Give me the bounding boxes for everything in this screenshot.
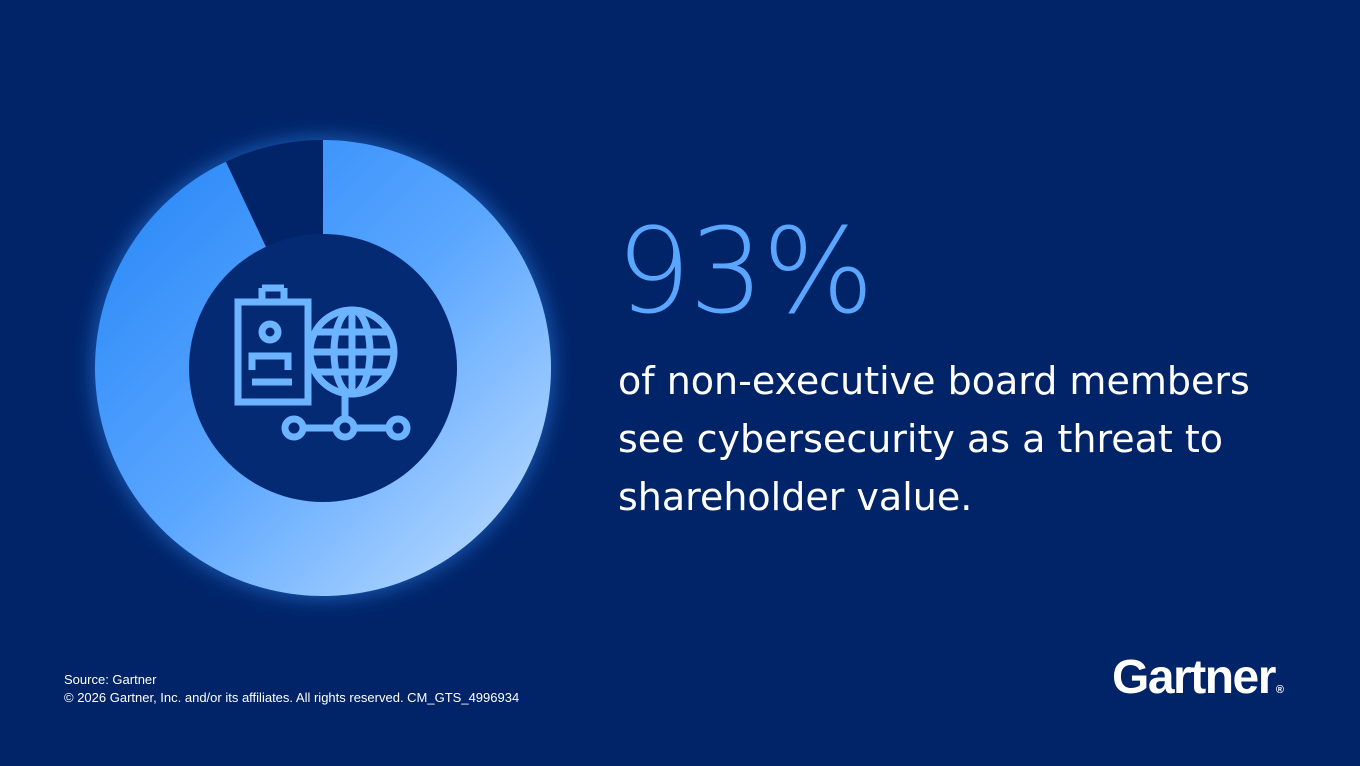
donut-chart [93,138,553,598]
stat-description: of non-executive board members see cyber… [618,352,1338,526]
stat-value: 93% [616,202,874,340]
gartner-logo: Gartner® [1112,654,1284,702]
footer-copyright: © 2026 Gartner, Inc. and/or its affiliat… [64,690,520,705]
logo-text: Gartner [1112,651,1276,704]
footer-source: Source: Gartner [64,672,157,687]
stat-description-line: of non-executive board members [618,359,1250,403]
stat-description-line: shareholder value. [618,475,973,519]
logo-registered-mark: ® [1275,684,1284,696]
id-badge-globe-network-icon [234,284,411,441]
stat-description-line: see cybersecurity as a threat to [618,417,1224,461]
